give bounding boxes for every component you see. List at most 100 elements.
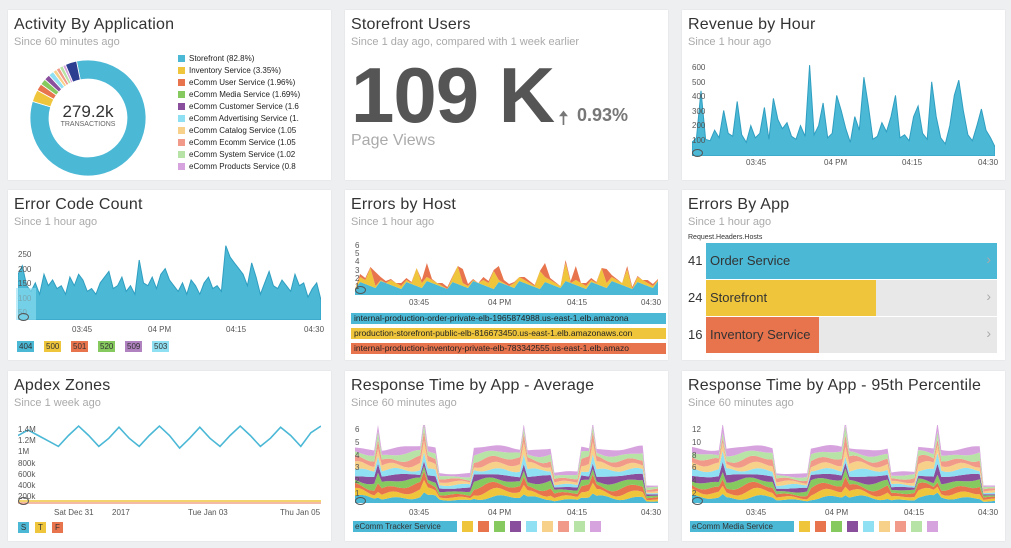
legend-swatch (178, 139, 185, 146)
legend-swatch (815, 521, 826, 532)
eye-icon (355, 286, 366, 294)
legend-label: eComm System Service (1.02 (189, 150, 296, 159)
legend-swatch (879, 521, 890, 532)
stack-layer (355, 281, 658, 295)
donut-chart[interactable] (28, 58, 148, 178)
widget-title: Apdex Zones (14, 377, 111, 394)
stack-layer (692, 450, 995, 495)
line-series-s (18, 425, 321, 450)
error-bar-fill (706, 243, 997, 279)
legend-swatch (178, 79, 185, 86)
legend-item: eComm System Service (1.02 (178, 150, 328, 159)
legend-label: Inventory Service (3.35%) (189, 66, 282, 75)
y-tick-label: 400k (18, 481, 36, 490)
y-tick-label: 2 (355, 476, 360, 486)
stack-layer (692, 434, 995, 492)
legend-chip: eComm Media Service (690, 521, 794, 532)
arrow-up-icon: 🠥 (558, 108, 569, 130)
legend-swatch (510, 521, 521, 532)
legend-swatch (178, 151, 185, 158)
error-app-name: Storefront (710, 290, 768, 305)
y-tick-label: 3 (355, 265, 360, 275)
donut-slice[interactable] (29, 59, 147, 177)
errors-by-host-stacked-chart[interactable] (355, 240, 658, 295)
stack-layer (355, 452, 658, 495)
legend-label: eComm Customer Service (1.6 (189, 102, 299, 111)
y-tick-label: 1.2M (18, 436, 36, 446)
legend-item: eComm Customer Service (1.6 (178, 102, 328, 111)
y-tick-label: 6 (355, 425, 360, 434)
storefront-users-widget[interactable]: Storefront Users Since 1 day ago, compar… (345, 10, 668, 180)
host-legend-item: internal-production-order-private-elb-19… (351, 313, 666, 324)
error-app-name: Order Service (710, 253, 791, 268)
legend-item: Storefront (82.8%) (178, 54, 328, 63)
revenue-by-hour-widget[interactable]: Revenue by Hour Since 1 hour ago 600 500 4… (682, 10, 1005, 180)
donut-slice[interactable] (64, 60, 81, 83)
widget-subtitle: Since 1 hour ago (351, 216, 435, 228)
response-time-95th-widget[interactable]: Response Time by App - 95th Percentile S… (682, 371, 1005, 541)
y-tick-label: 2 (355, 273, 360, 283)
error-code-area-chart[interactable] (18, 240, 321, 320)
stack-layer (355, 492, 658, 503)
stack-layer (355, 440, 658, 494)
legend-item: eComm Catalog Service (1.05 (178, 126, 328, 135)
selection-highlight (16, 288, 36, 320)
error-bar-fill (706, 280, 877, 316)
widget-subtitle: Since 1 week ago (14, 397, 101, 409)
y-tick-label: 600 (692, 63, 706, 72)
legend-label: eComm Media Service (1.69%) (189, 90, 301, 99)
legend-chip: 509 (125, 341, 143, 352)
x-tick-label: 04:30 (304, 325, 325, 334)
billboard-caption: Page Views (351, 132, 436, 149)
stack-layer (692, 468, 995, 498)
eye-icon (692, 497, 703, 505)
error-bar-row[interactable]: Inventory Service › (706, 317, 997, 354)
billboard-value: 109 K (351, 51, 555, 139)
legend-swatch (863, 521, 874, 532)
area-series (692, 65, 995, 156)
y-tick-label: 1 (355, 489, 360, 498)
x-tick-label: Sat Dec 31 (54, 508, 94, 517)
y-tick-label: 2 (692, 489, 697, 498)
legend-swatch (178, 115, 185, 122)
legend-item: eComm User Service (1.96%) (178, 78, 328, 87)
y-tick-label: 5 (355, 437, 360, 447)
chevron-right-icon: › (986, 251, 991, 267)
x-tick-label: 04:30 (978, 508, 999, 517)
x-tick-label: 04 PM (488, 298, 512, 307)
revenue-area-chart[interactable] (692, 56, 995, 156)
apdex-zones-widget[interactable]: Apdex Zones Since 1 week ago 1.4M 1.2M 1M 8… (8, 371, 331, 541)
legend-item: eComm Advertising Service (1. (178, 114, 328, 123)
x-tick-label: 04 PM (825, 508, 849, 517)
y-tick-label: 12 (692, 425, 701, 434)
x-tick-label: 04:15 (226, 325, 247, 334)
donut-total-label: TRANSACTIONS (60, 121, 116, 128)
apdex-line-chart[interactable] (18, 419, 321, 504)
widget-subtitle: Since 1 day ago, compared with 1 week ea… (351, 36, 580, 48)
area-series (18, 245, 321, 320)
x-tick-label: 04:15 (567, 298, 588, 307)
y-tick-label: 200 (692, 121, 706, 130)
legend-swatch (178, 67, 185, 74)
errors-by-app-widget[interactable]: Errors By App Since 1 hour ago Request.H… (682, 190, 1005, 360)
legend-label: eComm Advertising Service (1. (189, 114, 299, 123)
response-time-average-stacked-chart[interactable] (355, 425, 658, 503)
error-app-name: Inventory Service (710, 327, 811, 342)
y-tick-label: 8 (692, 450, 697, 460)
activity-by-application-widget[interactable]: Activity By Application Since 60 minutes… (8, 10, 331, 180)
x-tick-label: 04:30 (641, 298, 662, 307)
error-bar-row[interactable]: Storefront › (706, 280, 997, 317)
y-tick-label: 10 (692, 437, 701, 447)
error-code-count-widget[interactable]: Error Code Count Since 1 hour ago 250 200… (8, 190, 331, 360)
legend-chip: 500 (44, 341, 62, 352)
legend-chip: 501 (71, 341, 89, 352)
error-count: 24 (688, 290, 703, 305)
y-tick-label: 6 (692, 463, 697, 473)
response-time-average-widget[interactable]: Response Time by App - Average Since 60 … (345, 371, 668, 541)
stack-layer (692, 492, 995, 503)
response-time-95th-stacked-chart[interactable] (692, 425, 995, 503)
eye-icon (18, 313, 29, 321)
legend-swatch (895, 521, 906, 532)
error-bar-row[interactable]: Order Service › (706, 243, 997, 280)
